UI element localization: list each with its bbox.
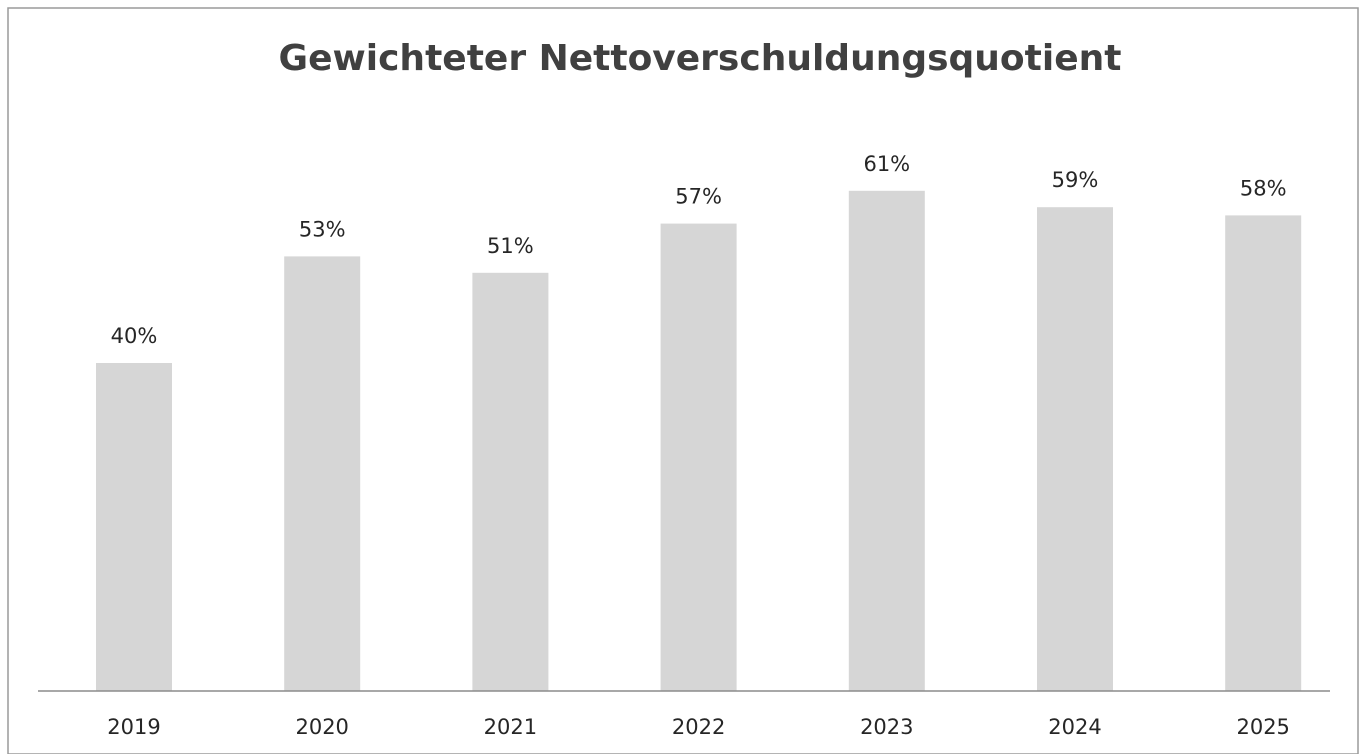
bar xyxy=(1037,207,1113,691)
x-tick-label: 2024 xyxy=(1048,715,1101,739)
bar xyxy=(284,256,361,691)
value-label: 51% xyxy=(487,234,534,258)
x-tick-label: 2022 xyxy=(672,715,725,739)
x-tick-label: 2025 xyxy=(1236,715,1289,739)
value-label: 53% xyxy=(299,217,346,241)
value-label: 58% xyxy=(1240,176,1287,200)
bar xyxy=(1225,215,1302,691)
bar xyxy=(848,190,925,692)
x-tick-label: 2019 xyxy=(107,715,160,739)
bar xyxy=(472,272,549,691)
x-tick-label: 2023 xyxy=(860,715,913,739)
value-label: 40% xyxy=(111,324,158,348)
chart-title: Gewichteter Nettoverschuldungsquotient xyxy=(279,38,1122,79)
x-tick-label: 2020 xyxy=(295,715,348,739)
value-label: 61% xyxy=(863,152,910,176)
bar xyxy=(660,223,737,691)
value-label: 57% xyxy=(675,185,722,209)
value-label: 59% xyxy=(1052,168,1099,192)
x-tick-label: 2021 xyxy=(484,715,537,739)
bar xyxy=(96,363,172,691)
